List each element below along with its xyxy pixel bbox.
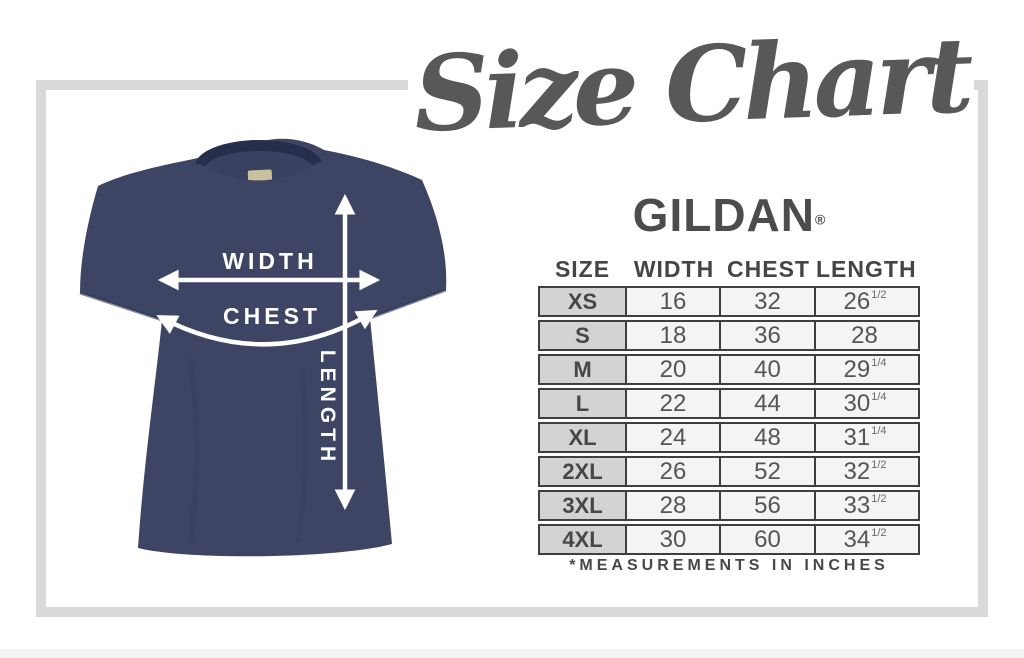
- cell-size: 2XL: [540, 458, 625, 485]
- cell-width: 16: [625, 288, 719, 315]
- cell-length: 30 1/4: [814, 390, 914, 417]
- length-value: 31: [843, 423, 871, 451]
- fold-shade-right: [295, 367, 308, 543]
- cell-length: 33 1/2: [814, 492, 914, 519]
- header-length: LENGTH: [816, 256, 917, 282]
- page-bottom-strip: [0, 649, 1024, 658]
- registered-mark: ®: [815, 211, 826, 228]
- chest-label: CHEST: [223, 303, 321, 329]
- cell-length: 26 1/2: [814, 288, 914, 315]
- length-fraction: 1/4: [871, 356, 887, 369]
- cell-chest: 60: [719, 526, 814, 553]
- cell-width: 26: [625, 458, 719, 485]
- tshirt-body: [80, 138, 447, 557]
- right-cuff-line: [369, 288, 447, 320]
- page-title-wrap: Size Chart: [408, 0, 974, 170]
- cell-size: 4XL: [540, 526, 625, 553]
- cell-size: XL: [540, 424, 625, 451]
- cell-width: 30: [625, 526, 719, 553]
- cell-width: 18: [625, 322, 719, 349]
- table-row: XL 24 48 31 1/4: [538, 422, 920, 453]
- brand-name: GILDAN: [632, 189, 815, 241]
- length-fraction: 1/2: [871, 492, 887, 505]
- cell-length: 31 1/4: [814, 424, 914, 451]
- tshirt-illustration: WIDTH CHEST LENGTH: [79, 138, 447, 557]
- cell-chest: 56: [719, 492, 814, 519]
- gildan-logo: GILDAN®: [538, 188, 920, 242]
- measurements-note: *MEASUREMENTS IN INCHES: [569, 557, 889, 574]
- size-table: SIZE WIDTH CHEST LENGTH XS 16 32 26 1/2 S…: [538, 256, 920, 558]
- cell-width: 22: [625, 390, 719, 417]
- header-size: SIZE: [554, 256, 611, 282]
- fold-shade-left: [187, 357, 200, 541]
- left-cuff-line: [79, 291, 163, 322]
- header-width: WIDTH: [633, 256, 715, 282]
- length-value: 30: [843, 389, 871, 417]
- length-value: 26: [843, 287, 871, 315]
- length-value: 34: [843, 525, 871, 553]
- cell-chest: 40: [719, 356, 814, 383]
- length-value: 33: [843, 491, 871, 519]
- chest-arrow: [156, 309, 378, 347]
- cell-size: S: [540, 322, 625, 349]
- cell-size: M: [540, 356, 625, 383]
- table-row: S 18 36 28: [538, 320, 920, 351]
- cell-size: XS: [540, 288, 625, 315]
- table-row: 4XL 30 60 34 1/2: [538, 524, 920, 555]
- length-fraction: 1/4: [871, 424, 887, 437]
- cell-chest: 36: [719, 322, 814, 349]
- table-row: L 22 44 30 1/4: [538, 388, 920, 419]
- table-header-row: SIZE WIDTH CHEST LENGTH: [538, 256, 920, 283]
- cell-width: 28: [625, 492, 719, 519]
- table-row: XS 16 32 26 1/2: [538, 286, 920, 317]
- cell-chest: 52: [719, 458, 814, 485]
- cell-length: 29 1/4: [814, 356, 914, 383]
- length-value: 28: [851, 321, 878, 349]
- length-value: 29: [843, 355, 871, 383]
- cell-chest: 32: [719, 288, 814, 315]
- header-chest: CHEST: [727, 256, 810, 282]
- cell-chest: 44: [719, 390, 814, 417]
- length-fraction: 1/2: [871, 288, 887, 301]
- cell-length: 32 1/2: [814, 458, 914, 485]
- cell-length: 28: [814, 322, 914, 349]
- collar-front-rim: [190, 162, 329, 197]
- table-row: 3XL 28 56 33 1/2: [538, 490, 920, 521]
- table-row: M 20 40 29 1/4: [538, 354, 920, 385]
- cell-width: 20: [625, 356, 719, 383]
- table-row: 2XL 26 52 32 1/2: [538, 456, 920, 487]
- cell-chest: 48: [719, 424, 814, 451]
- cell-size: L: [540, 390, 625, 417]
- length-fraction: 1/4: [871, 390, 887, 403]
- cell-length: 34 1/2: [814, 526, 914, 553]
- length-value: 32: [843, 457, 871, 485]
- length-label: LENGTH: [316, 350, 339, 466]
- page-title: Size Chart: [411, 13, 971, 156]
- cell-size: 3XL: [540, 492, 625, 519]
- length-fraction: 1/2: [871, 458, 887, 471]
- width-label: WIDTH: [222, 248, 317, 274]
- length-fraction: 1/2: [871, 526, 887, 539]
- cell-width: 24: [625, 424, 719, 451]
